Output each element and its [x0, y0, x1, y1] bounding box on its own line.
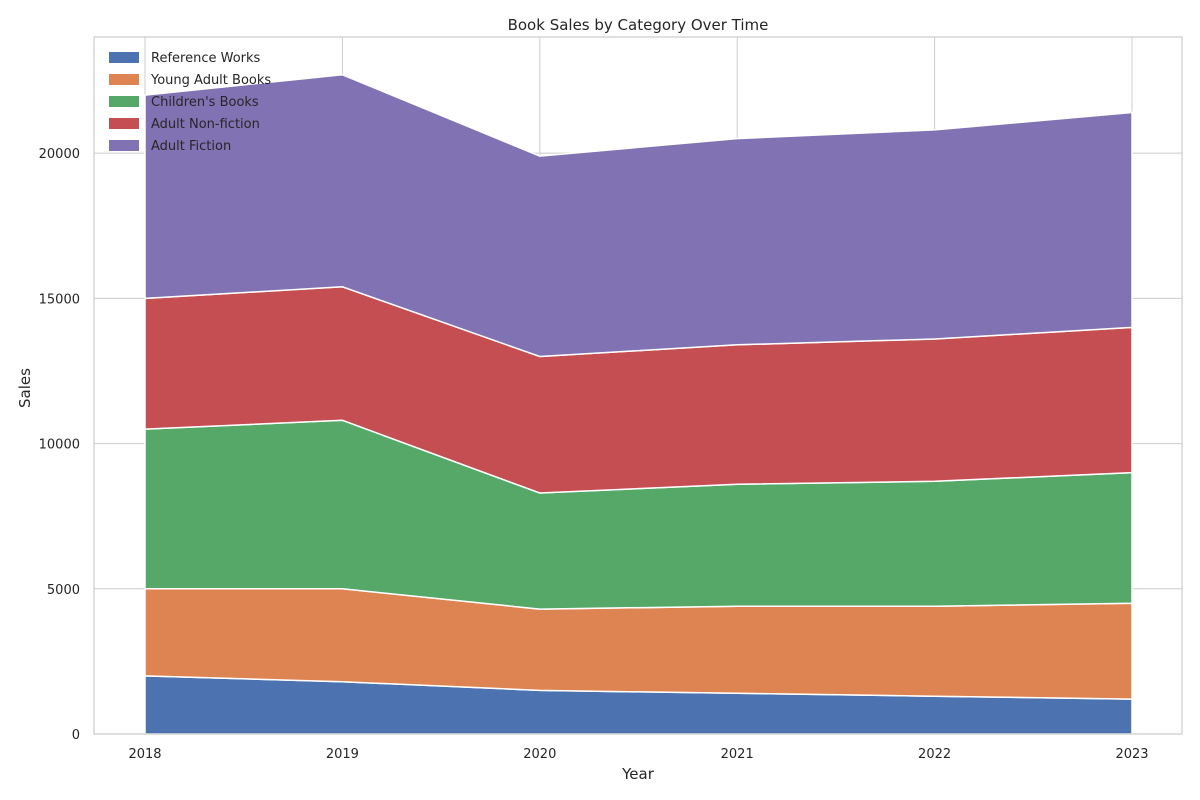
x-axis-label: Year: [621, 765, 655, 783]
legend-label: Reference Works: [151, 51, 261, 66]
legend-swatch: [109, 52, 139, 63]
y-tick-label: 20000: [39, 147, 80, 162]
legend: Reference Works Young Adult Books Children…: [109, 51, 271, 154]
x-tick-label: 2020: [523, 747, 556, 762]
legend-swatch: [109, 96, 139, 107]
x-tick-label: 2019: [326, 747, 359, 762]
legend-swatch: [109, 74, 139, 85]
x-tick-label: 2018: [128, 747, 161, 762]
x-tick-label: 2023: [1115, 747, 1148, 762]
y-tick-label: 0: [72, 728, 80, 743]
legend-swatch: [109, 140, 139, 151]
legend-label: Young Adult Books: [150, 73, 271, 88]
legend-label: Adult Non-fiction: [151, 117, 260, 132]
y-axis-ticks: 0 5000 10000 15000 20000: [39, 147, 80, 743]
y-tick-label: 15000: [39, 292, 80, 307]
x-tick-label: 2022: [918, 747, 951, 762]
chart-title: Book Sales by Category Over Time: [508, 16, 769, 34]
plot-frame: [93, 36, 1183, 735]
y-axis-label: Sales: [16, 368, 34, 408]
x-axis-ticks: 2018 2019 2020 2021 2022 2023: [128, 747, 1148, 762]
legend-swatch: [109, 118, 139, 129]
y-tick-label: 5000: [47, 583, 80, 598]
legend-label: Children's Books: [151, 95, 259, 110]
y-tick-label: 10000: [39, 438, 80, 453]
area-series: [144, 74, 1133, 735]
x-tick-label: 2021: [721, 747, 754, 762]
legend-label: Adult Fiction: [151, 139, 231, 154]
area-series-4: [144, 74, 1133, 358]
